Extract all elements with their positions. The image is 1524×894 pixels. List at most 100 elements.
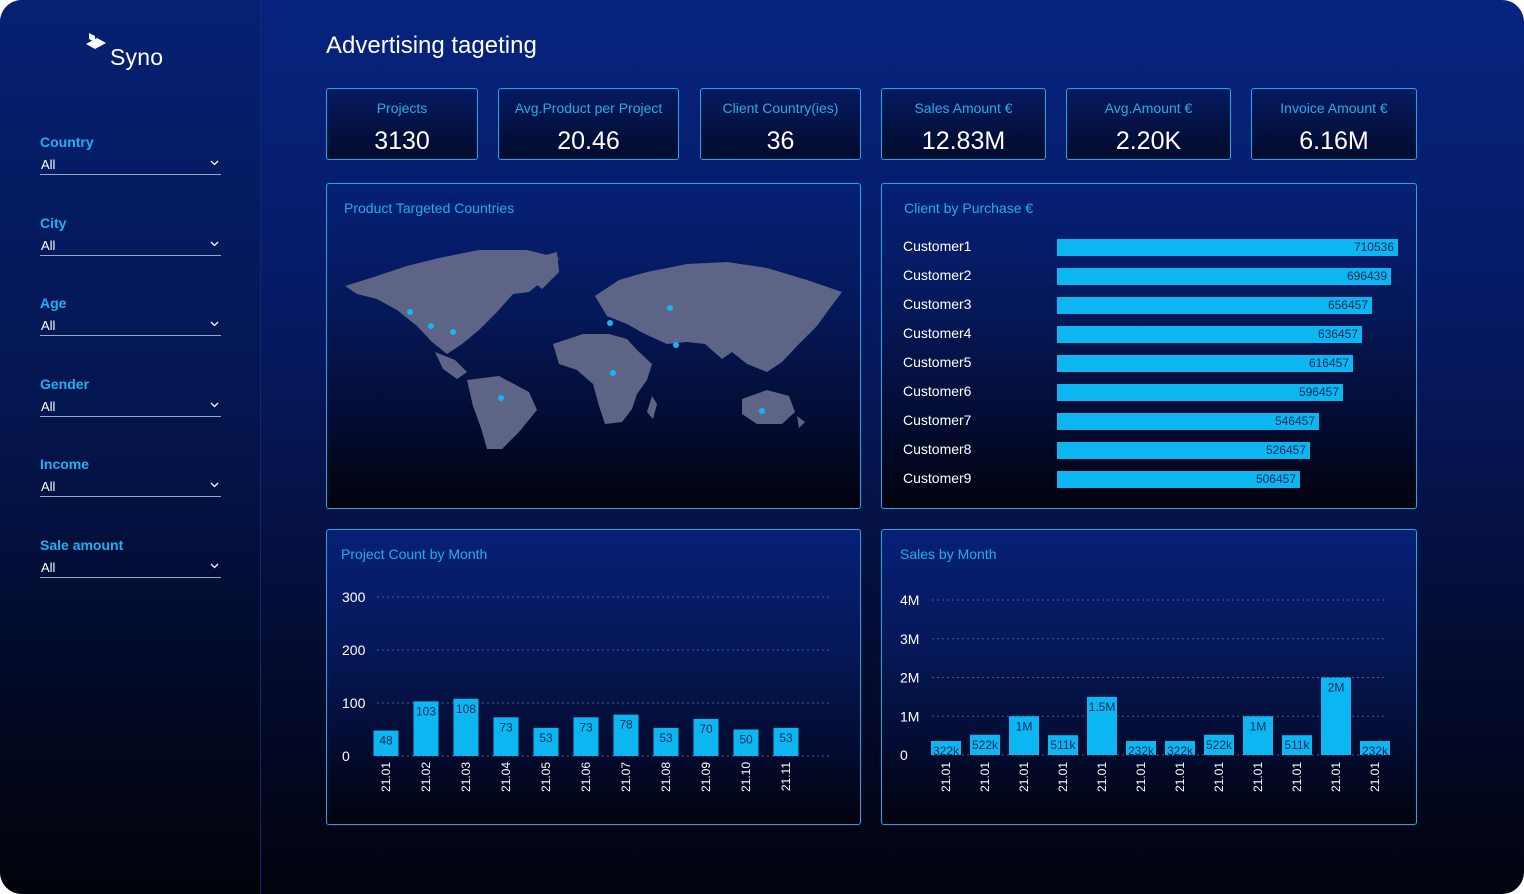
y-tick-label: 100 — [342, 695, 366, 711]
chart-bar[interactable] — [1009, 716, 1039, 755]
age-dropdown[interactable]: All — [40, 316, 221, 336]
customer-bar[interactable]: 526457 — [1057, 442, 1310, 459]
chart-bar[interactable] — [931, 741, 961, 755]
chart-bar[interactable] — [613, 714, 639, 756]
x-tick-label: 21.01 — [1056, 762, 1070, 792]
filter-country: Country All — [40, 134, 223, 175]
map-markers — [407, 305, 765, 414]
chart-bar[interactable] — [1126, 741, 1156, 755]
chart-bar[interactable] — [693, 718, 719, 756]
customer-bar[interactable]: 616457 — [1057, 355, 1353, 372]
panel-title: Project Count by Month — [341, 546, 488, 562]
map-marker[interactable] — [673, 342, 679, 348]
dropdown-value: All — [41, 399, 56, 414]
filter-label: City — [40, 215, 67, 231]
chevron-down-icon — [210, 563, 219, 569]
x-tick-label: 21.01 — [379, 762, 393, 792]
customer-bar[interactable]: 696439 — [1057, 268, 1391, 285]
kpi-value: 36 — [766, 127, 795, 155]
filter-income: Income All — [40, 456, 223, 497]
filter-label: Country — [40, 134, 94, 150]
customer-bar[interactable]: 656457 — [1057, 297, 1372, 314]
chart-bar[interactable] — [733, 729, 759, 757]
gender-dropdown[interactable]: All — [40, 397, 221, 417]
bar-value-label: 232k — [1128, 744, 1155, 758]
y-tick-label: 300 — [342, 589, 366, 605]
customer-label: Customer4 — [903, 325, 972, 341]
x-tick-label: 21.10 — [739, 762, 753, 792]
logo-text: Syno — [110, 44, 164, 70]
map-marker[interactable] — [667, 305, 673, 311]
dropdown-value: All — [41, 318, 56, 333]
dropdown-value: All — [41, 479, 56, 494]
customer-label: Customer7 — [903, 412, 972, 428]
country-dropdown[interactable]: All — [40, 155, 221, 175]
chart-bar[interactable] — [1165, 741, 1195, 755]
x-tick-label: 21.01 — [1329, 762, 1343, 792]
chart-bar[interactable] — [533, 727, 559, 756]
sale-amount-dropdown[interactable]: All — [40, 558, 221, 578]
chart-bar[interactable] — [773, 727, 799, 756]
x-tick-label: 21.04 — [499, 762, 513, 792]
chart-bar[interactable] — [1243, 716, 1273, 755]
panel-title: Sales by Month — [900, 546, 997, 562]
filter-label: Income — [40, 456, 90, 472]
map-marker[interactable] — [607, 320, 613, 326]
chart-bar[interactable] — [970, 734, 1000, 755]
kpi-label: Client Country(ies) — [722, 100, 839, 116]
bar-value-label: 696439 — [1346, 269, 1387, 283]
chart-bar[interactable] — [413, 701, 439, 756]
map-marker[interactable] — [759, 408, 765, 414]
dropdown-value: All — [41, 238, 56, 253]
customer-bar[interactable]: 506457 — [1057, 471, 1300, 488]
customer-bar[interactable]: 636457 — [1057, 326, 1362, 343]
bar-value-label: 596457 — [1298, 385, 1339, 399]
x-tick-label: 21.01 — [1134, 762, 1148, 792]
dropdown-value: All — [41, 157, 56, 172]
chart-bar[interactable] — [373, 730, 399, 756]
sales-month-chart: 0 1M 2M 3M 4M 322k 21.01 522k 21.01 1M 21.01 511k 21… — [900, 592, 1390, 792]
chart-bar[interactable] — [1282, 735, 1312, 755]
bar-value-label: 232k — [1362, 744, 1389, 758]
sales-month-panel: Sales by Month 0 1M 2M 3M 4M 322k 21.01 522k 21.… — [881, 529, 1417, 825]
map-marker[interactable] — [498, 395, 504, 401]
x-tick-label: 21.01 — [1368, 762, 1382, 792]
map-marker[interactable] — [610, 370, 616, 376]
map-marker[interactable] — [407, 309, 413, 315]
chart-bar[interactable] — [453, 698, 479, 756]
customer-bar[interactable]: 710536 — [1057, 239, 1398, 256]
bar-value-label: 73 — [499, 720, 513, 734]
kpi-label: Avg.Product per Project — [514, 100, 663, 116]
chart-bar[interactable] — [1321, 677, 1351, 756]
chart-bar[interactable] — [493, 717, 519, 756]
filter-age: Age All — [40, 295, 223, 336]
income-dropdown[interactable]: All — [40, 477, 221, 497]
chart-bar[interactable] — [1087, 696, 1117, 755]
bar-value-label: 322k — [933, 744, 960, 758]
bar-value-label: 710536 — [1353, 240, 1394, 254]
chevron-down-icon — [210, 160, 219, 166]
chart-bar[interactable] — [653, 727, 679, 756]
map-marker[interactable] — [428, 323, 434, 329]
customer-label: Customer8 — [903, 441, 972, 457]
kpi-card-invoice-amount: Invoice Amount € 6.16M — [1251, 88, 1417, 160]
panel-title: Product Targeted Countries — [344, 200, 515, 216]
filter-label: Age — [40, 295, 67, 311]
dropdown-value: All — [41, 560, 56, 575]
customer-bar[interactable]: 596457 — [1057, 384, 1343, 401]
chart-bar[interactable] — [1204, 734, 1234, 755]
chart-bar[interactable] — [1360, 741, 1390, 755]
kpi-card-sales-amount: Sales Amount € 12.83M — [881, 88, 1046, 160]
customer-bar[interactable]: 546457 — [1057, 413, 1319, 430]
x-tick-label: 21.01 — [1173, 762, 1187, 792]
x-tick-label: 21.02 — [419, 762, 433, 792]
kpi-value: 6.16M — [1299, 127, 1369, 155]
project-count-chart: 0 100 200 300 48 21.01 103 21.02 108 21.03 73 21.04… — [342, 589, 832, 792]
world-map[interactable] — [327, 184, 859, 507]
map-marker[interactable] — [450, 329, 456, 335]
chart-bar[interactable] — [573, 717, 599, 756]
chart-bar[interactable] — [1048, 735, 1078, 755]
syno-logo-icon — [86, 33, 106, 49]
kpi-value: 3130 — [374, 127, 430, 155]
city-dropdown[interactable]: All — [40, 236, 221, 256]
